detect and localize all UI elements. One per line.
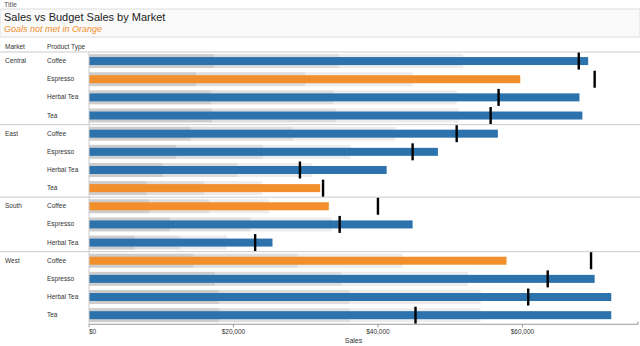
sales-bar xyxy=(89,293,611,301)
column-header: Market xyxy=(5,43,25,50)
sales-bar xyxy=(89,202,329,210)
title-panel xyxy=(0,9,640,37)
header-rule xyxy=(0,52,640,53)
category-label: Tea xyxy=(47,112,58,119)
category-label: Coffee xyxy=(47,257,66,264)
budget-line xyxy=(338,216,340,233)
category-label: Herbal Tea xyxy=(47,293,79,300)
plot-area xyxy=(89,53,611,324)
category-label: Coffee xyxy=(47,130,66,137)
sales-bar xyxy=(89,220,413,228)
market-label: South xyxy=(5,202,22,209)
sales-bar xyxy=(89,148,438,156)
group-separator xyxy=(0,251,640,252)
budget-line xyxy=(299,161,301,178)
sales-bar xyxy=(89,257,507,265)
market-label: Central xyxy=(5,57,27,64)
category-label: Espresso xyxy=(47,275,74,283)
category-label: Tea xyxy=(47,311,58,318)
sales-bar xyxy=(89,57,588,65)
category-label: Espresso xyxy=(47,75,74,83)
y-axis xyxy=(89,52,90,324)
budget-line xyxy=(593,71,595,88)
budget-line xyxy=(547,270,549,287)
panel-label: Title xyxy=(4,1,17,8)
budget-line xyxy=(489,107,491,124)
sales-bar xyxy=(89,166,387,174)
category-label: Coffee xyxy=(47,57,66,64)
axis-end xyxy=(638,321,639,324)
category-label: Tea xyxy=(47,184,58,191)
category-label: Coffee xyxy=(47,202,66,209)
sales-bar xyxy=(89,184,320,192)
x-tick-label: $0 xyxy=(89,328,97,335)
chart: Title Sales vs Budget Sales by MarketGoal… xyxy=(0,0,640,346)
category-label: Herbal Tea xyxy=(47,93,79,100)
budget-line xyxy=(590,252,592,269)
budget-line xyxy=(377,198,379,215)
x-tick xyxy=(377,324,378,327)
budget-line xyxy=(497,89,499,106)
category-label: Espresso xyxy=(47,220,74,228)
sales-bar xyxy=(89,275,595,283)
subtitle: Goals not met in Orange xyxy=(4,24,102,34)
market-label: West xyxy=(5,257,20,264)
category-label: Herbal Tea xyxy=(47,239,79,246)
x-tick-label: $20,000 xyxy=(222,328,246,335)
x-tick xyxy=(233,324,234,327)
category-label: Espresso xyxy=(47,148,74,156)
budget-line xyxy=(254,234,256,251)
x-tick-label: $40,000 xyxy=(366,328,390,335)
sales-bar xyxy=(89,239,272,247)
x-tick xyxy=(89,324,90,327)
sales-bar xyxy=(89,112,582,120)
sales-bar xyxy=(89,130,498,138)
x-tick-label: $60,000 xyxy=(511,328,535,335)
column-header: Product Type xyxy=(47,43,86,51)
group-separator xyxy=(0,124,640,125)
sales-bar xyxy=(89,75,520,83)
x-tick xyxy=(522,324,523,327)
sales-bar xyxy=(89,93,579,101)
group-separator xyxy=(0,197,640,198)
market-label: East xyxy=(5,130,18,137)
title: Sales vs Budget Sales by Market xyxy=(4,11,165,23)
x-axis xyxy=(89,324,638,325)
budget-line xyxy=(411,143,413,160)
budget-line xyxy=(414,307,416,324)
budget-line xyxy=(578,53,580,70)
budget-line xyxy=(455,125,457,142)
x-axis-label: Sales xyxy=(345,337,363,344)
budget-line xyxy=(527,289,529,306)
sales-bar xyxy=(89,311,611,319)
budget-line xyxy=(322,180,324,197)
category-label: Herbal Tea xyxy=(47,166,79,173)
